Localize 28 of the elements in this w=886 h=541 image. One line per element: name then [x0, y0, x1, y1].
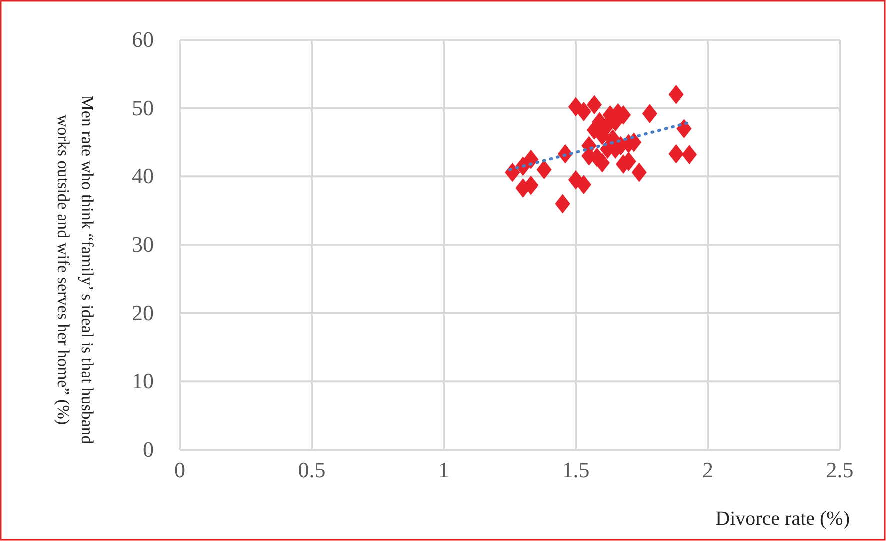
x-tick-label: 2.5 [826, 458, 854, 483]
point [632, 162, 647, 182]
point [576, 102, 592, 122]
point [586, 95, 602, 115]
x-tick-label: 2 [702, 458, 714, 483]
x-tick-label: 1 [438, 458, 450, 483]
y-axis-title: Men rate who think “family’ s ideal is that husband works outside and wife serves her home” (%) [54, 96, 97, 445]
y-tick-label: 20 [132, 300, 154, 326]
y-tick-label: 10 [132, 368, 154, 394]
y-tick-label: 40 [132, 164, 154, 189]
point [555, 194, 570, 214]
y-tick-label: 60 [132, 27, 154, 52]
x-axis-title: Divorce rate (%) [716, 508, 850, 530]
point [536, 160, 552, 180]
point [505, 162, 520, 182]
point [642, 104, 658, 124]
y-tick-label: 50 [132, 95, 154, 120]
point [668, 84, 684, 104]
point [682, 145, 698, 164]
point [676, 119, 692, 139]
x-tick-label: 0.5 [298, 458, 326, 483]
point [576, 175, 592, 195]
point [524, 150, 539, 170]
y-tick-label: 0 [143, 437, 154, 462]
x-tick-label: 1.5 [562, 458, 590, 483]
y-tick-label: 30 [132, 232, 154, 258]
point [668, 144, 684, 164]
x-tick-label: 0 [174, 458, 186, 483]
